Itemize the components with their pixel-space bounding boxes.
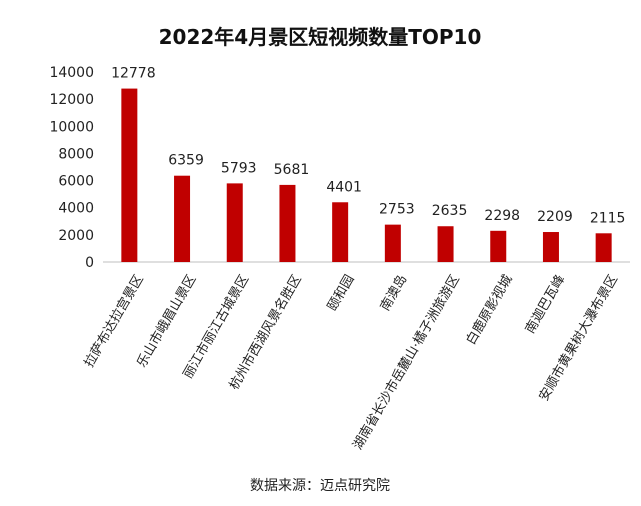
bar-value-label: 6359 <box>168 153 204 169</box>
bar <box>595 233 612 262</box>
bar-value-label: 12778 <box>111 66 156 82</box>
x-tick-label: 白鹿原影视城 <box>463 272 516 348</box>
y-tick-label: 6000 <box>58 174 94 190</box>
x-tick-label: 颐和园 <box>325 273 357 314</box>
bars-group <box>121 88 612 262</box>
chart-title: 2022年4月景区短视频数量TOP10 <box>159 25 482 49</box>
bar <box>490 230 507 262</box>
y-tick-label: 8000 <box>58 146 94 162</box>
bar-value-label: 5793 <box>221 160 257 176</box>
x-tick-label: 拉萨布达拉宫景区 <box>82 273 147 371</box>
y-tick-label: 0 <box>85 255 94 271</box>
x-tick-label: 南澳岛 <box>377 272 410 314</box>
bar-value-label: 2753 <box>379 202 415 218</box>
bar <box>437 226 454 262</box>
bar-value-label: 5681 <box>274 162 310 178</box>
bar-value-label: 2209 <box>537 209 573 225</box>
bar <box>121 88 138 262</box>
bar <box>384 224 401 262</box>
source-note: 数据来源：迈点研究院 <box>250 478 390 494</box>
bar <box>542 232 559 262</box>
x-tick-label: 乐山市峨眉山景区 <box>134 272 200 370</box>
bar <box>332 202 349 262</box>
bar-value-label: 4401 <box>326 179 362 195</box>
bar <box>174 175 191 262</box>
bar-value-label: 2635 <box>432 203 468 219</box>
value-labels-group: 12778 6359 5793 5681 4401 2753 2635 2298 2209 211… <box>111 66 625 227</box>
y-tick-label: 2000 <box>58 228 94 244</box>
bar-value-label: 2298 <box>484 208 520 224</box>
y-tick-label: 14000 <box>49 65 94 81</box>
y-axis: 0 2000 4000 6000 8000 10000 12000 14000 <box>49 65 94 271</box>
x-tick-label: 湖南省长沙市岳麓山·橘子洲旅游区 <box>350 272 463 452</box>
y-tick-label: 4000 <box>58 201 94 217</box>
bar <box>226 183 243 262</box>
bar <box>279 184 296 262</box>
bar-value-label: 2115 <box>590 210 626 226</box>
y-tick-label: 10000 <box>49 119 94 135</box>
x-tick-label: 南迦巴瓦峰 <box>522 272 568 336</box>
y-tick-label: 12000 <box>49 92 94 108</box>
